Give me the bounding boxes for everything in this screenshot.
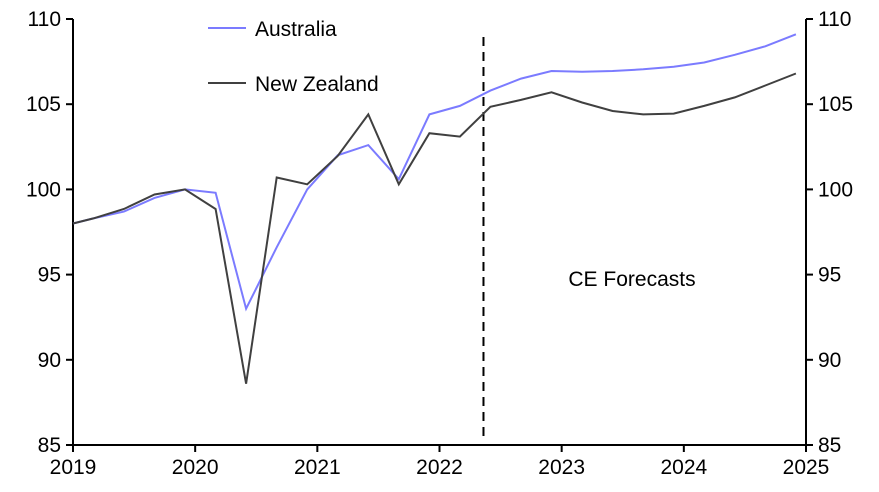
y-tick-label-left: 90 [38,349,61,372]
y-tick-label-left: 85 [38,434,61,457]
x-tick-label: 2019 [50,456,97,479]
x-tick-label: 2022 [416,456,463,479]
forecast-annotation: CE Forecasts [568,268,695,291]
series-line-new-zealand [72,72,797,384]
y-tick-label-left: 100 [26,178,61,201]
y-tick-label-right: 90 [818,349,841,372]
x-tick-label: 2024 [660,456,707,479]
legend-label-australia: Australia [255,18,337,41]
legend-label-new-zealand: New Zealand [255,73,379,96]
legend: Australia New Zealand [208,18,379,96]
axes: 85 85 90 90 95 95 100 100 105 105 110 110 2019 2020 20… [26,8,853,479]
x-tick-label: 2023 [538,456,585,479]
x-tick-label: 2020 [172,456,219,479]
y-tick-label-right: 110 [818,8,851,31]
y-tick-label-left: 95 [38,264,61,287]
y-tick-label-right: 85 [818,434,841,457]
y-tick-label-right: 95 [818,264,841,287]
y-tick-label-right: 100 [818,178,853,201]
y-tick-label-left: 105 [26,93,61,116]
x-tick-label: 2025 [783,456,830,479]
x-tick-label: 2021 [294,456,341,479]
y-tick-label-right: 105 [818,93,853,116]
y-tick-label-left: 110 [28,8,61,31]
series-group [72,33,797,384]
